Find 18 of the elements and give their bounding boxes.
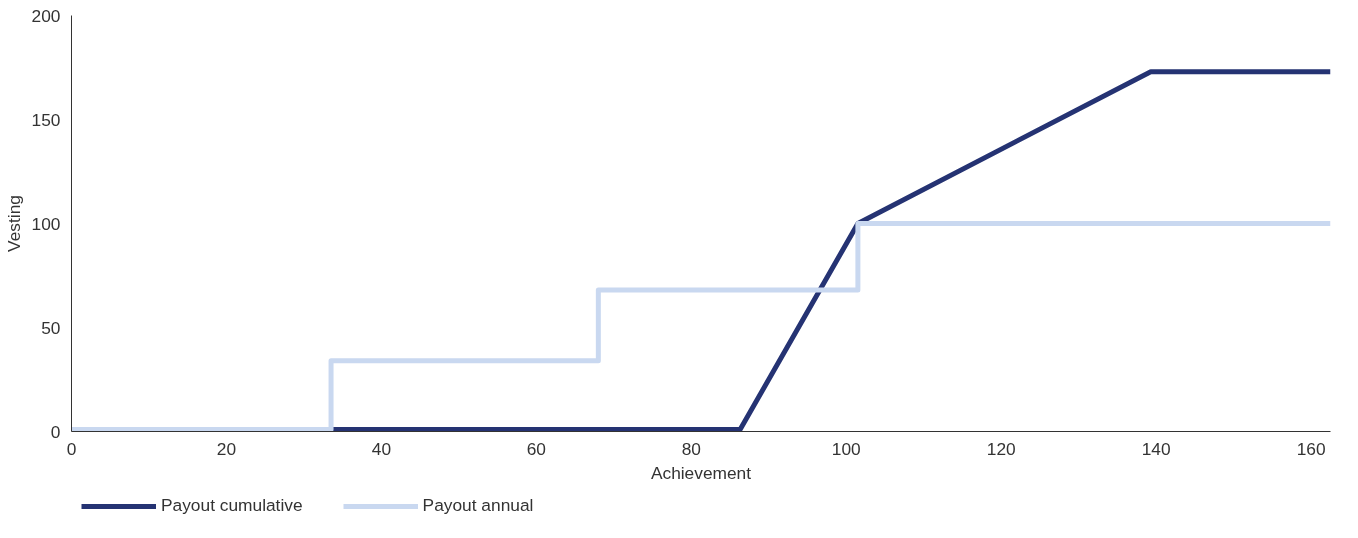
x-tick-label: 160: [1296, 438, 1326, 459]
legend-label: Payout annual: [422, 495, 534, 516]
x-tick-label: 120: [986, 438, 1016, 459]
x-tick-label: 60: [526, 438, 547, 459]
y-tick-label: 50: [41, 317, 61, 338]
y-tick-label: 100: [31, 213, 61, 234]
x-tick-label: 0: [66, 438, 77, 459]
x-tick-label: 40: [371, 438, 392, 459]
y-tick-label: 200: [31, 5, 61, 26]
y-tick-label: 150: [31, 109, 61, 130]
x-tick-label: 140: [1141, 438, 1171, 459]
x-axis-title: Achievement: [650, 462, 752, 483]
y-axis-title: Vesting: [3, 195, 24, 252]
x-tick-label: 100: [831, 438, 861, 459]
x-tick-label: 20: [216, 438, 237, 459]
y-tick-label: 0: [50, 421, 61, 442]
x-tick-label: 80: [681, 438, 701, 459]
legend-label: Payout cumulative: [161, 495, 303, 516]
